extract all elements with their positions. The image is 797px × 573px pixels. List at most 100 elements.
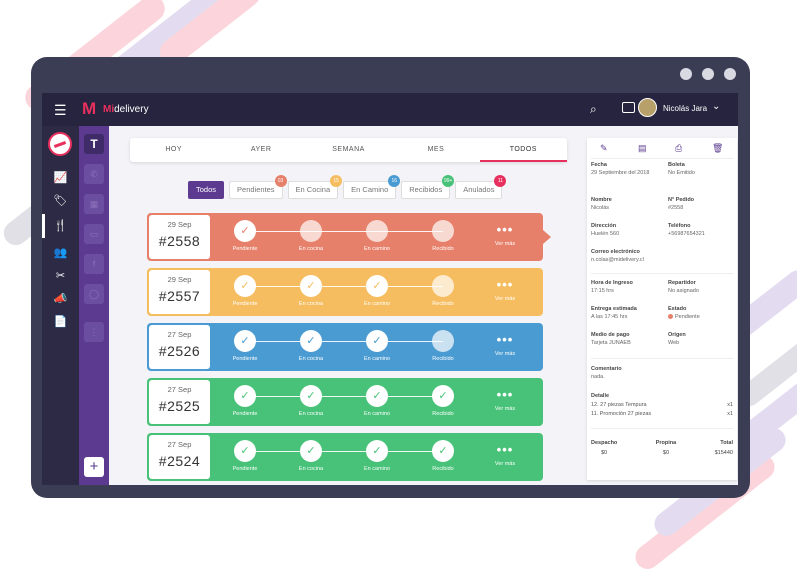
step-label: Recibido	[432, 301, 454, 307]
channel-t-icon[interactable]: T	[84, 134, 104, 154]
document-icon[interactable]: 📄	[53, 316, 68, 328]
window-dot[interactable]	[680, 68, 692, 80]
pending-step-icon	[366, 220, 388, 242]
store-icon[interactable]: ▦	[84, 194, 104, 214]
browser-window: ☰ M Midelivery ⌕ Nicolás Jara ⌄ 📈 🏷 🍴 👥 …	[31, 57, 750, 498]
filter-label: Pendientes	[237, 185, 275, 194]
print-icon[interactable]: ⎙	[675, 143, 683, 153]
view-more-button[interactable]: ••• Ver más	[480, 331, 530, 357]
logo-m-icon: M	[82, 99, 97, 118]
period-tabs: HOY AYER SEMANA MES TODOS	[130, 138, 568, 162]
hamburger-menu-icon[interactable]: ☰	[54, 102, 67, 118]
direccion-field: Dirección Huelén 560	[591, 223, 620, 237]
phone-icon[interactable]: ✆	[84, 164, 104, 184]
view-more-label: Ver más	[494, 296, 516, 302]
check-icon: ✓	[366, 440, 388, 462]
whatsapp-icon[interactable]: ◯	[84, 284, 104, 304]
filter-chip[interactable]: Pendientes 03	[229, 175, 287, 199]
filter-chip[interactable]: Anulados 11	[455, 175, 507, 199]
propina-total: Propina $0	[655, 440, 677, 456]
progress-step: Recibido	[413, 275, 473, 307]
order-progress: ✓ Pendiente ✓ En cocina ✓ En camino Recibido	[211, 323, 511, 371]
order-date: 27 Sep	[167, 330, 192, 339]
filter-chip[interactable]: Recibidos 99+	[401, 175, 455, 199]
facebook-icon[interactable]: f	[84, 254, 104, 274]
more-dots-icon: •••	[496, 387, 514, 402]
chevron-down-icon[interactable]: ⌄	[712, 101, 721, 112]
more-dots-icon: •••	[496, 442, 514, 457]
megaphone-icon[interactable]: 📣	[53, 293, 68, 305]
id-card-icon[interactable]	[622, 102, 635, 113]
check-icon: ✓	[432, 385, 454, 407]
count-badge: 16	[388, 175, 401, 187]
step-label: En camino	[364, 246, 390, 252]
filter-chip[interactable]: Todos	[188, 181, 225, 199]
check-icon: ✓	[366, 385, 388, 407]
check-icon: ✓	[234, 440, 256, 462]
avatar[interactable]	[638, 98, 657, 117]
window-dot[interactable]	[724, 68, 736, 80]
step-label: Pendiente	[232, 466, 258, 472]
order-row[interactable]: 29 Sep #2558 ✓ Pendiente En cocina En camino R…	[147, 213, 551, 261]
status-filters: Todos Pendientes 03 En Cocina 15 En Camino 16 R…	[188, 175, 507, 199]
stats-icon[interactable]: 📈	[53, 172, 68, 184]
window-dot[interactable]	[702, 68, 714, 80]
order-row[interactable]: 29 Sep #2557 ✓ Pendiente ✓ En cocina ✓ En camin…	[147, 268, 543, 316]
tools-icon[interactable]: ✂	[55, 270, 66, 282]
count-badge: 11	[494, 175, 507, 187]
order-row[interactable]: 27 Sep #2524 ✓ Pendiente ✓ En cocina ✓ En camin…	[147, 433, 543, 481]
progress-step: ✓ Recibido	[413, 385, 473, 417]
trash-icon[interactable]: 🗑	[712, 143, 724, 153]
order-id-box: 27 Sep #2525	[149, 380, 210, 424]
view-more-button[interactable]: ••• Ver más	[480, 276, 530, 302]
telefono-field: Teléfono +56987654321	[668, 223, 705, 237]
step-label: En camino	[364, 356, 390, 362]
view-more-button[interactable]: ••• Ver más	[480, 441, 530, 467]
cutlery-icon[interactable]: 🍴	[53, 220, 68, 232]
filter-chip[interactable]: En Camino 16	[343, 175, 401, 199]
view-more-button[interactable]: ••• Ver más	[480, 386, 530, 412]
check-icon: ✓	[300, 330, 322, 352]
tab-hoy[interactable]: HOY	[165, 146, 183, 153]
ingreso-field: Hora de Ingreso 17:15 hrs	[591, 280, 633, 294]
users-icon[interactable]: 👥	[53, 247, 68, 259]
tab-todos[interactable]: TODOS	[479, 138, 568, 162]
tab-mes[interactable]: MES	[427, 146, 445, 153]
despacho-total: Despacho $0	[591, 440, 618, 456]
restaurant-logo[interactable]	[48, 132, 72, 156]
search-icon[interactable]: ⌕	[590, 102, 597, 116]
view-more-label: Ver más	[494, 351, 516, 357]
document-icon[interactable]: ▤	[638, 143, 647, 153]
view-more-label: Ver más	[494, 461, 516, 467]
order-number: #2557	[158, 288, 201, 304]
progress-step: ✓ En cocina	[281, 440, 341, 472]
step-label: Pendiente	[232, 356, 258, 362]
filter-label: En Cocina	[295, 185, 331, 194]
tab-ayer[interactable]: AYER	[250, 146, 272, 153]
tab-semana[interactable]: SEMANA	[332, 146, 365, 153]
tag-icon[interactable]: 🏷	[53, 195, 68, 207]
order-id-box: 29 Sep #2557	[149, 270, 210, 314]
more-dots-icon: •••	[496, 277, 514, 292]
check-icon: ✓	[300, 275, 322, 297]
filter-label: En Camino	[351, 185, 389, 194]
check-icon: ✓	[234, 275, 256, 297]
add-button[interactable]: +	[84, 457, 104, 477]
more-vertical-icon[interactable]: ⋮	[84, 322, 104, 342]
progress-line	[245, 231, 443, 232]
edit-icon[interactable]: ✎	[600, 143, 608, 153]
order-row[interactable]: 27 Sep #2525 ✓ Pendiente ✓ En cocina ✓ En camin…	[147, 378, 543, 426]
step-label: Pendiente	[232, 246, 258, 252]
view-more-button[interactable]: ••• Ver más	[480, 221, 530, 247]
filter-chip[interactable]: En Cocina 15	[287, 175, 343, 199]
progress-step: ✓ Pendiente	[215, 385, 275, 417]
step-label: En cocina	[298, 356, 324, 362]
pending-step-icon	[432, 220, 454, 242]
view-more-label: Ver más	[494, 406, 516, 412]
user-name[interactable]: Nicolás Jara	[663, 104, 708, 113]
step-label: En camino	[364, 301, 390, 307]
entrega-field: Entrega estimada A las 17:45 hrs	[591, 306, 637, 320]
laptop-icon[interactable]: ▭	[84, 224, 104, 244]
order-row[interactable]: 27 Sep #2526 ✓ Pendiente ✓ En cocina ✓ En camin…	[147, 323, 543, 371]
check-icon: ✓	[366, 275, 388, 297]
